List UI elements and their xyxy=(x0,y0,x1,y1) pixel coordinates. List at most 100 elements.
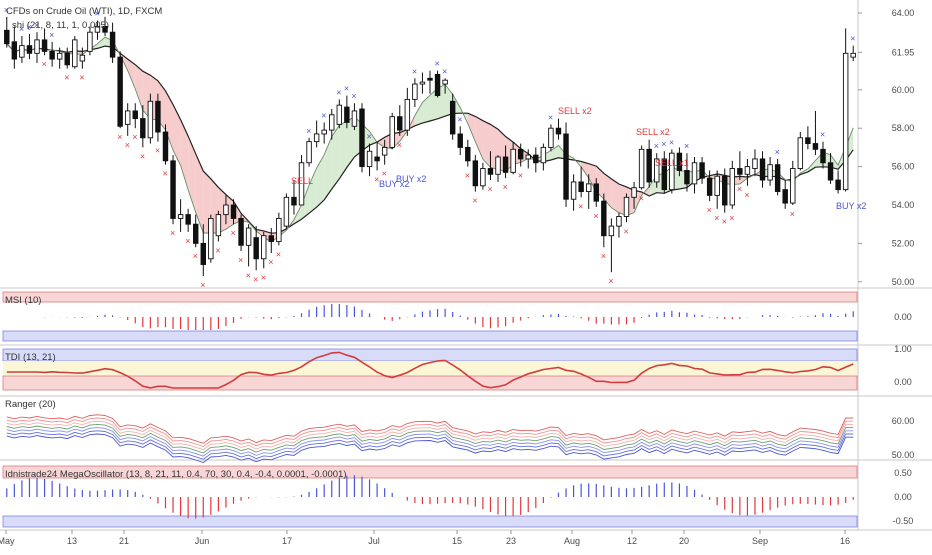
sell-cross-mark: × xyxy=(518,171,523,181)
time-tick-label: 13 xyxy=(67,536,77,546)
sell-cross-mark: × xyxy=(200,280,205,290)
slow-ma-line xyxy=(6,43,854,234)
price-tick-label: 52.00 xyxy=(892,238,915,248)
candle-down xyxy=(26,45,33,54)
candle-down xyxy=(49,50,55,60)
time-tick-label: 21 xyxy=(119,536,129,546)
sell-cross-mark: × xyxy=(729,213,734,223)
candle-down xyxy=(344,106,350,123)
candle-up xyxy=(608,225,615,237)
cloud-segment xyxy=(225,194,234,230)
sell-cross-mark: × xyxy=(714,213,719,223)
sell-cross-mark: × xyxy=(465,171,470,181)
candle-up xyxy=(585,183,592,193)
sell-cross-mark: × xyxy=(623,226,628,236)
candle-up xyxy=(306,141,312,164)
cloud-segment xyxy=(173,104,181,166)
price-tick-label: 64.00 xyxy=(892,8,915,18)
buy-cross-mark: × xyxy=(661,139,666,149)
time-tick-label: 20 xyxy=(679,536,689,546)
candle-down xyxy=(109,31,116,58)
price-tick-label: 54.00 xyxy=(892,200,915,210)
cloud-segment xyxy=(475,116,483,160)
time-tick-label: 17 xyxy=(282,536,292,546)
msi-lower-band xyxy=(2,330,858,342)
cloud-segment xyxy=(346,116,355,168)
cloud-segment xyxy=(331,125,340,189)
candle-down xyxy=(661,158,668,191)
osc-tick-label: 60.00 xyxy=(892,416,915,426)
time-tick-label: May xyxy=(0,536,15,546)
sell-cross-mark: × xyxy=(790,209,795,219)
candle-up xyxy=(638,148,645,189)
candle-up xyxy=(283,196,290,227)
candle-down xyxy=(238,217,244,246)
cloud-segment xyxy=(430,88,438,121)
sell-cross-mark: × xyxy=(261,272,266,282)
candle-up xyxy=(729,168,736,206)
candle-up xyxy=(442,79,448,85)
sell-cross-mark: × xyxy=(639,194,644,204)
buy-cross-mark: × xyxy=(669,137,674,147)
candle-up xyxy=(797,137,804,169)
cloud-segment xyxy=(203,171,211,234)
ranger-legend: Ranger (20) xyxy=(5,399,56,410)
candle-down xyxy=(457,133,463,148)
sell-cross-mark: × xyxy=(397,140,402,150)
oscillators xyxy=(6,304,854,519)
ichimoku-legend: shi (21, 8, 11, 1, 0.005) xyxy=(12,20,109,31)
sell-cross-mark: × xyxy=(79,73,84,83)
signal-marks: ×× × ×××× ×××××××××××××××× × ×××××× ××××××××××… xyxy=(4,5,867,290)
candle-down xyxy=(487,168,494,175)
sell-cross-mark: × xyxy=(64,73,69,83)
tdi-line xyxy=(6,351,854,389)
candles xyxy=(4,16,856,277)
candle-up xyxy=(19,45,25,58)
sell-cross-mark: × xyxy=(578,201,583,211)
buy-cross-mark: × xyxy=(94,9,99,19)
ranger-band-line xyxy=(6,433,854,463)
candle-up xyxy=(850,52,856,58)
ranger-band-line xyxy=(6,423,854,454)
sell-cross-mark: × xyxy=(253,274,258,284)
signal-label: BUY x2 xyxy=(836,201,866,211)
candle-down xyxy=(291,196,297,206)
time-tick-label: 12 xyxy=(627,536,637,546)
candle-up xyxy=(87,31,93,52)
candle-down xyxy=(253,237,259,260)
osc-tick-label: 50.00 xyxy=(892,450,915,460)
candle-up xyxy=(480,168,486,187)
candle-up xyxy=(714,175,720,196)
buy-cross-mark: × xyxy=(306,126,311,136)
mega-upper-band xyxy=(2,465,858,479)
candle-down xyxy=(41,39,48,52)
sell-cross-mark: × xyxy=(374,174,379,184)
osc-tick-label: 0.00 xyxy=(894,312,912,322)
candle-up xyxy=(124,110,131,125)
buy-cross-mark: × xyxy=(19,24,24,34)
sell-cross-mark: × xyxy=(487,184,492,194)
ranger-band-line xyxy=(6,417,854,447)
candle-up xyxy=(631,187,637,198)
buy-cross-mark: × xyxy=(412,66,417,76)
candle-down xyxy=(578,181,584,193)
candle-down xyxy=(835,179,841,191)
buy-cross-mark: × xyxy=(442,66,447,76)
candle-up xyxy=(351,110,358,127)
chart-title: CFDs on Crude Oil (WTI), 1D, FXCM xyxy=(6,6,162,17)
candle-down xyxy=(684,169,690,185)
candle-up xyxy=(540,146,547,164)
buy-cross-mark: × xyxy=(351,91,356,101)
time-tick-label: 15 xyxy=(452,536,462,546)
candle-up xyxy=(313,133,320,143)
buy-cross-mark: × xyxy=(548,112,553,122)
candle-up xyxy=(34,39,40,54)
osc-tick-label: 1.00 xyxy=(894,344,912,354)
axes: 64.00 61.95 60.00 58.00 56.00 54.00 52.00 50.00… xyxy=(0,8,914,546)
cloud-segment xyxy=(316,154,325,208)
candle-down xyxy=(449,100,456,135)
ranger-band-line xyxy=(6,427,854,457)
candle-down xyxy=(397,116,403,131)
